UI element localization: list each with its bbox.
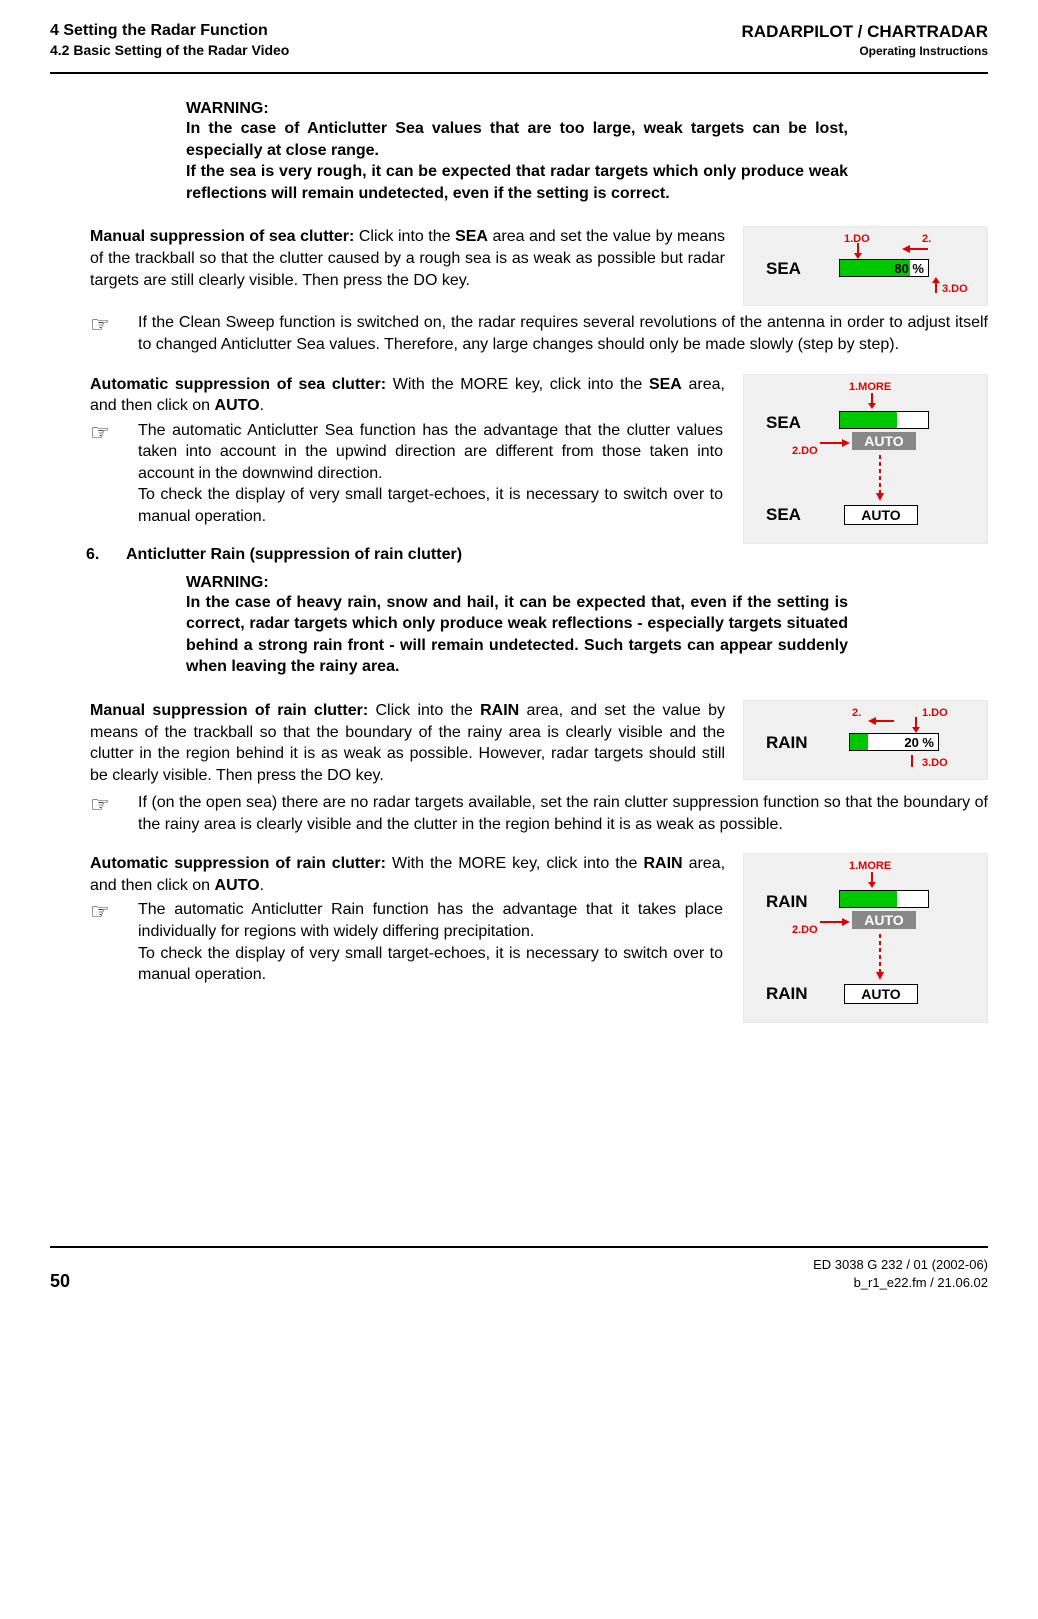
warning-rain: WARNING: In the case of heavy rain, snow… xyxy=(186,574,848,678)
rain-auto-text: Automatic suppression of rain clutter: W… xyxy=(90,853,725,896)
sea-auto-text: Automatic suppression of sea clutter: Wi… xyxy=(90,374,725,417)
page-header: 4 Setting the Radar Function 4.2 Basic S… xyxy=(50,22,988,58)
auto-box: AUTO xyxy=(844,505,918,525)
sea-label: SEA xyxy=(766,259,801,279)
heading-num: 6. xyxy=(86,546,116,564)
do3-label: 3.DO xyxy=(942,283,968,295)
sea-manual-text: Manual suppression of sea clutter: Click… xyxy=(90,226,725,291)
doc-file: b_r1_e22.fm / 21.06.02 xyxy=(813,1274,988,1292)
auto-box-2: AUTO xyxy=(844,984,918,1004)
warning-sea: WARNING: In the case of Anticlutter Sea … xyxy=(186,100,848,204)
step2-label-2: 2. xyxy=(852,707,861,719)
sea-note-1: ☞ If the Clean Sweep function is switche… xyxy=(90,312,988,355)
doc-id: ED 3038 G 232 / 01 (2002-06) xyxy=(813,1256,988,1274)
warning-body-2: If the sea is very rough, it can be expe… xyxy=(186,161,848,204)
more1-label-2: 1.MORE xyxy=(849,860,891,872)
hand-icon: ☞ xyxy=(90,901,120,923)
hand-icon: ☞ xyxy=(90,314,120,336)
more1-label: 1.MORE xyxy=(849,381,891,393)
auto-menu: AUTO xyxy=(852,432,916,450)
do2-label-2: 2.DO xyxy=(792,924,818,936)
rain-manual-diagram: 2. 1.DO RAIN 20 % 3.DO xyxy=(743,700,988,780)
rain-label: RAIN xyxy=(766,733,808,753)
rain-manual-text: Manual suppression of rain clutter: Clic… xyxy=(90,700,725,786)
sea-percent: 80 % xyxy=(894,261,924,276)
warning-title-2: WARNING: xyxy=(186,574,848,592)
do1-label-2: 1.DO xyxy=(922,707,948,719)
warning-body-1: In the case of Anticlutter Sea values th… xyxy=(186,118,848,161)
header-right: RADARPILOT / CHARTRADAR Operating Instru… xyxy=(742,22,988,58)
sea-manual-diagram: 1.DO 2. SEA 80 % 3.DO xyxy=(743,226,988,306)
do2-label: 2.DO xyxy=(792,445,818,457)
rain-percent: 20 % xyxy=(904,735,934,750)
warning-body-3: In the case of heavy rain, snow and hail… xyxy=(186,592,848,678)
page-number: 50 xyxy=(50,1271,70,1292)
sea-manual-row: Manual suppression of sea clutter: Click… xyxy=(90,226,988,306)
sea-label-2: SEA xyxy=(766,413,801,433)
header-left: 4 Setting the Radar Function 4.2 Basic S… xyxy=(50,22,289,58)
manual-sub: Operating Instructions xyxy=(742,44,988,58)
footer-right: ED 3038 G 232 / 01 (2002-06) b_r1_e22.fm… xyxy=(813,1256,988,1292)
rain-manual-row: Manual suppression of rain clutter: Clic… xyxy=(90,700,988,786)
rain-label-2: RAIN xyxy=(766,892,808,912)
do3-label-2: 3.DO xyxy=(922,757,948,769)
section-title: 4.2 Basic Setting of the Radar Video xyxy=(50,42,289,58)
sea-auto-diagram: 1.MORE SEA AUTO 2.DO SEA AUTO xyxy=(743,374,988,544)
main-content: WARNING: In the case of Anticlutter Sea … xyxy=(50,100,988,986)
rain-auto-diagram: 1.MORE RAIN AUTO 2.DO RAIN AUTO xyxy=(743,853,988,1023)
hand-icon: ☞ xyxy=(90,794,120,816)
page-footer: 50 ED 3038 G 232 / 01 (2002-06) b_r1_e22… xyxy=(50,1246,988,1292)
manual-brand: RADARPILOT / CHARTRADAR xyxy=(742,22,988,42)
rain-note1-text: If (on the open sea) there are no radar … xyxy=(138,792,988,835)
header-rule xyxy=(50,72,988,74)
sea-note1-text: If the Clean Sweep function is switched … xyxy=(138,312,988,355)
sea-manual-bold: Manual suppression of sea clutter: xyxy=(90,228,354,245)
warning-title: WARNING: xyxy=(186,100,848,118)
auto-menu-2: AUTO xyxy=(852,911,916,929)
heading-6: 6. Anticlutter Rain (suppression of rain… xyxy=(86,546,988,564)
rain-label-3: RAIN xyxy=(766,984,808,1004)
chapter-title: 4 Setting the Radar Function xyxy=(50,22,289,40)
hand-icon: ☞ xyxy=(90,422,120,444)
sea-label-3: SEA xyxy=(766,505,801,525)
rain-note-1: ☞ If (on the open sea) there are no rada… xyxy=(90,792,988,835)
heading-text: Anticlutter Rain (suppression of rain cl… xyxy=(126,546,462,564)
